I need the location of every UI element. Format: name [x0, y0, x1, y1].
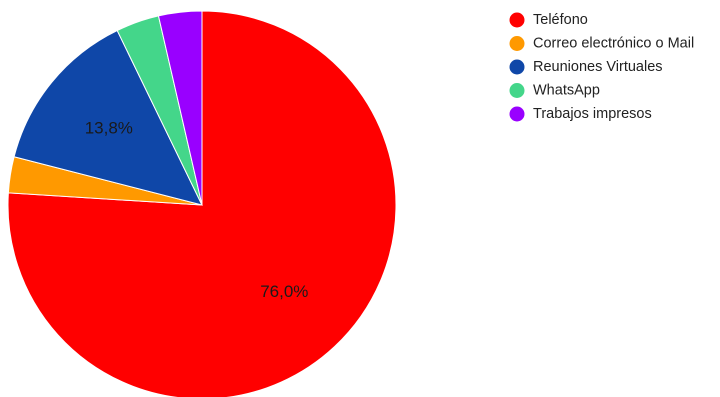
legend-label-1: Correo electrónico o Mail: [533, 35, 694, 51]
legend-swatch-4: [509, 106, 525, 122]
legend-item-1: Correo electrónico o Mail: [509, 35, 694, 51]
slice-value-label-2: 13,8%: [85, 118, 133, 137]
legend-swatch-0: [509, 12, 525, 28]
legend: Teléfono Correo electrónico o Mail Reunion…: [509, 12, 694, 122]
legend-swatch-3: [509, 83, 525, 98]
legend-item-3: WhatsApp: [509, 82, 600, 98]
legend-item-4: Trabajos impresos: [509, 106, 652, 122]
legend-swatch-2: [509, 59, 525, 75]
pie-slice-0: [7, 10, 397, 397]
pie-slice-4: [157, 10, 203, 206]
legend-label-2: Reuniones Virtuales: [533, 59, 663, 75]
pie-slice-2: [13, 29, 203, 206]
legend-label-4: Trabajos impresos: [533, 106, 652, 122]
legend-label-0: Teléfono: [533, 12, 588, 28]
legend-swatch-1: [509, 36, 525, 51]
legend-label-3: WhatsApp: [533, 82, 600, 98]
pie-slices: [7, 10, 397, 397]
legend-item-0: Teléfono: [509, 12, 588, 28]
slice-value-label-0: 76,0%: [260, 282, 308, 301]
legend-item-2: Reuniones Virtuales: [509, 59, 663, 75]
slice-value-labels: 76,0% 13,8%: [85, 118, 309, 301]
